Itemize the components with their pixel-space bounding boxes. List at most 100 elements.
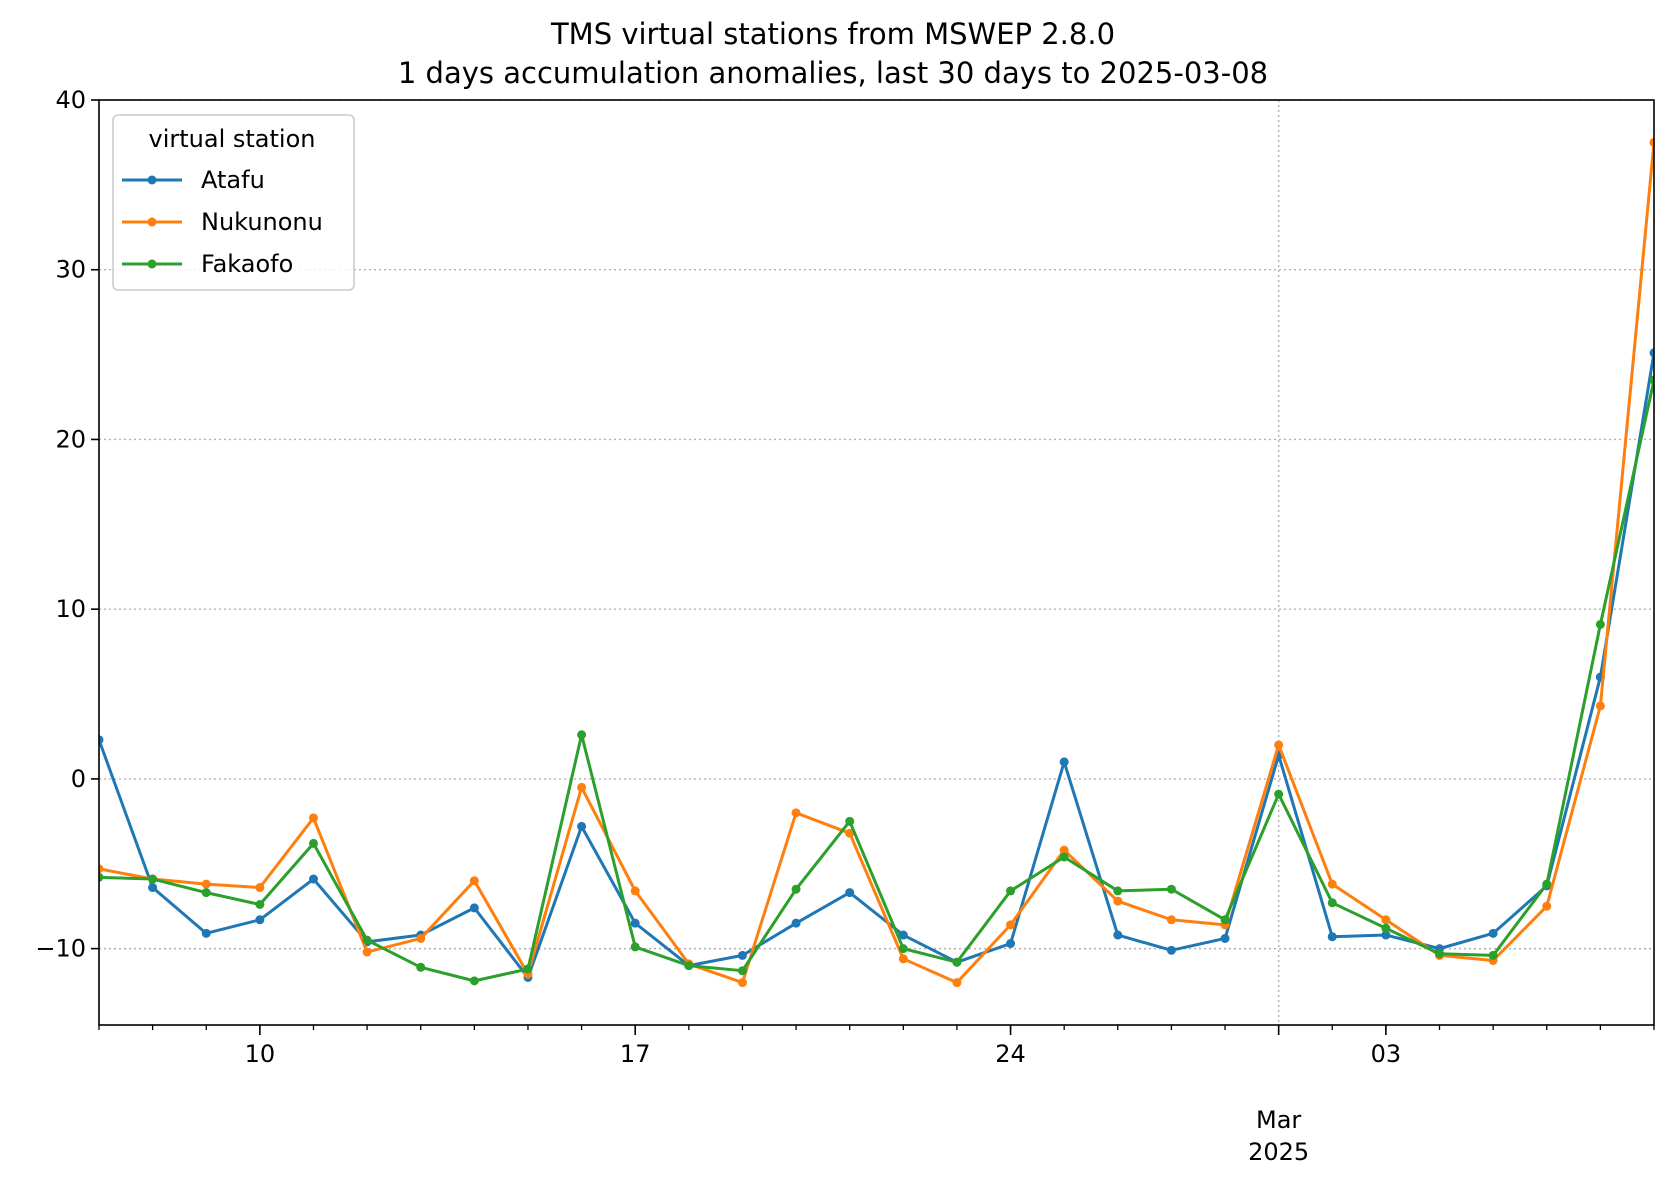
legend: virtual station Atafu Nukunonu Fakaofo [112,114,355,291]
data-point-fakaofo [1327,898,1337,908]
data-point-atafu [1006,939,1016,949]
data-point-nukunonu [1059,845,1069,855]
data-point-atafu [308,874,318,884]
data-point-fakaofo [1059,852,1069,862]
legend-item-nukunonu: Nukunonu [122,208,323,236]
data-point-atafu [1381,930,1391,940]
data-point-nukunonu [737,978,747,988]
legend-item-fakaofo: Fakaofo [122,250,293,278]
data-point-fakaofo [308,838,318,848]
data-point-nukunonu [577,782,587,792]
x-tick-label: 03 [1371,1040,1402,1068]
data-point-fakaofo [416,962,426,972]
data-point-nukunonu [201,879,211,889]
data-point-nukunonu [255,883,265,893]
legend-marker-fakaofo [147,259,157,269]
data-point-fakaofo [1488,950,1498,960]
data-point-fakaofo [898,944,908,954]
data-point-atafu [1488,928,1498,938]
data-point-atafu [255,915,265,925]
data-point-fakaofo [791,884,801,894]
data-point-fakaofo [1595,619,1605,629]
data-point-nukunonu [898,954,908,964]
data-point-fakaofo [1274,789,1284,799]
legend-label-atafu: Atafu [201,166,265,194]
data-point-fakaofo [737,966,747,976]
data-point-nukunonu [1006,920,1016,930]
x-tick-label: 24 [995,1040,1026,1068]
data-point-nukunonu [99,864,104,874]
data-point-fakaofo [1220,915,1230,925]
data-point-nukunonu [952,978,962,988]
legend-label-nukunonu: Nukunonu [201,208,323,236]
data-point-nukunonu [362,947,372,957]
data-point-fakaofo [630,942,640,952]
data-point-atafu [845,888,855,898]
x-year-label: 2025 [1248,1138,1309,1166]
x-tick-label: 10 [245,1040,276,1068]
data-point-atafu [898,930,908,940]
data-point-atafu [99,735,104,745]
data-point-nukunonu [1166,915,1176,925]
data-point-fakaofo [845,816,855,826]
data-point-nukunonu [1595,701,1605,711]
data-point-fakaofo [201,888,211,898]
data-point-atafu [1059,757,1069,767]
data-point-nukunonu [1113,896,1123,906]
data-point-nukunonu [630,886,640,896]
data-point-fakaofo [1113,886,1123,896]
data-point-fakaofo [1435,949,1445,959]
chart-title: TMS virtual stations from MSWEP 2.8.0 [550,17,1115,51]
data-point-fakaofo [469,976,479,986]
data-point-atafu [1220,933,1230,943]
data-point-atafu [577,821,587,831]
plot-frame [98,99,1655,1026]
data-point-fakaofo [255,899,265,909]
data-point-atafu [630,918,640,928]
data-point-fakaofo [148,874,158,884]
y-tick-label: 0 [71,765,86,793]
data-point-fakaofo [1542,879,1552,889]
legend-marker-nukunonu [147,217,157,227]
data-point-nukunonu [416,933,426,943]
data-point-nukunonu [1542,901,1552,911]
y-tick-label: −10 [35,935,86,963]
y-tick-label: 40 [55,86,86,114]
legend-marker-atafu [147,175,157,185]
data-point-atafu [1327,932,1337,942]
data-point-atafu [1166,945,1176,955]
y-tick-label: 30 [55,256,86,284]
data-point-nukunonu [308,813,318,823]
legend-label-fakaofo: Fakaofo [201,250,293,278]
data-point-atafu [791,918,801,928]
data-point-atafu [1649,348,1654,358]
data-point-nukunonu [845,828,855,838]
data-point-atafu [201,928,211,938]
series-line-fakaofo [99,379,1654,983]
data-point-fakaofo [1381,923,1391,933]
legend-box [112,114,355,291]
data-point-nukunonu [469,876,479,886]
series-line-nukunonu [99,142,1654,985]
y-tick-label: 10 [55,595,86,623]
data-point-nukunonu [791,808,801,818]
data-point-fakaofo [99,872,104,882]
data-point-fakaofo [523,964,533,974]
x-tick-label: 17 [620,1040,651,1068]
data-point-atafu [737,950,747,960]
x-month-label: Mar [1256,1106,1301,1134]
data-point-fakaofo [952,957,962,967]
legend-title: virtual station [149,125,316,153]
data-point-nukunonu [1327,879,1337,889]
series-fakaofo [99,375,1654,986]
series-lines [99,137,1654,988]
data-point-fakaofo [1006,886,1016,896]
data-point-nukunonu [1649,137,1654,147]
data-point-nukunonu [1381,915,1391,925]
y-tick-label: 20 [55,425,86,453]
chart-subtitle: 1 days accumulation anomalies, last 30 d… [398,56,1268,90]
y-axis: −10 0 10 20 30 40 [35,86,99,963]
data-point-atafu [469,903,479,913]
x-axis: 10 17 24 03 Mar 2025 [98,1025,1655,1166]
